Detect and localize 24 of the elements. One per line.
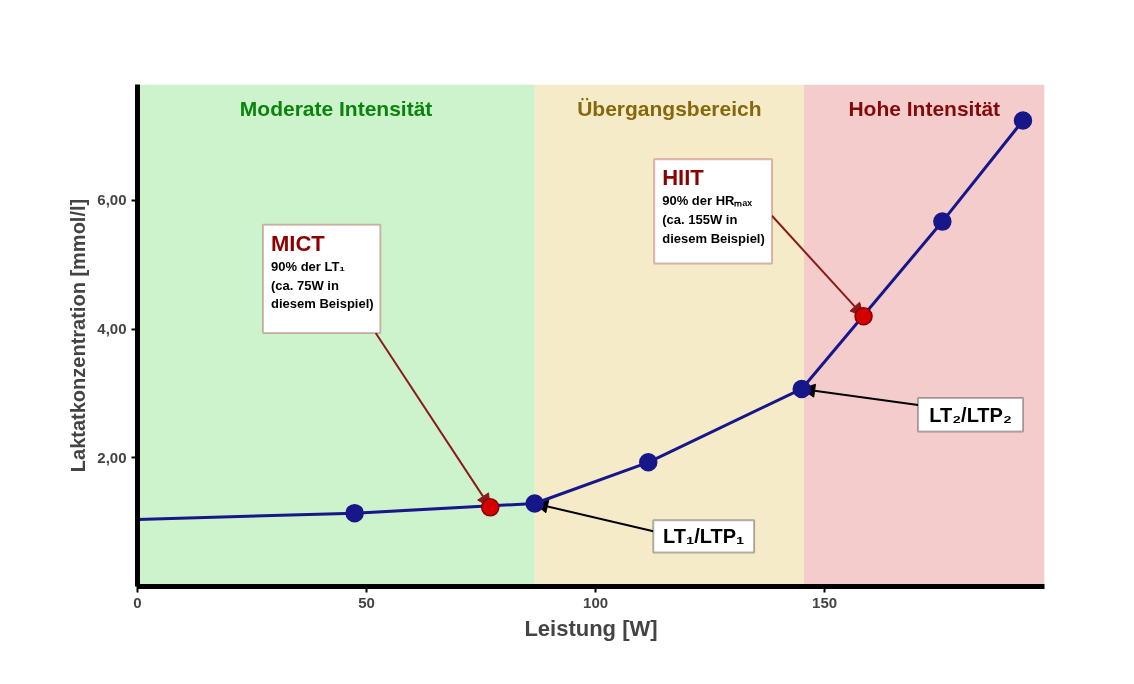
y-tick-label: 2,00 [97,448,127,466]
annotation: LT₂/LTP₂ [929,403,1012,426]
point [480,498,500,517]
band-label: Übergangsbereich [577,96,762,120]
x-tick-label: 100 [583,593,609,611]
point [639,453,658,472]
y-axis-title: Laktatkonzentration [mmol/l] [67,198,90,473]
point [933,212,952,231]
point [345,503,364,523]
annotation: HIIT 90% der HRₘₐₓ (ca. 155W in diesem Beispiel) [662,165,765,246]
x-axis-title: Leistung [W] [524,615,658,641]
y-tick-label: 4,00 [97,320,127,338]
point [792,379,811,399]
point [1013,111,1033,130]
band-label: Moderate Intensität [239,96,433,120]
annotation: MICT 90% der LT₁ (ca. 75W in diesem Beispiel) [271,230,374,312]
y-tick-label: 6,00 [97,191,127,209]
x-tick-label: 150 [812,593,838,611]
point [525,494,544,513]
annotation: LT₁/LTP₁ [663,525,745,548]
x-tick-label: 50 [358,593,375,611]
point [854,306,873,326]
x-tick-label: 0 [133,593,142,611]
band-label: Hohe Intensität [848,96,1001,120]
